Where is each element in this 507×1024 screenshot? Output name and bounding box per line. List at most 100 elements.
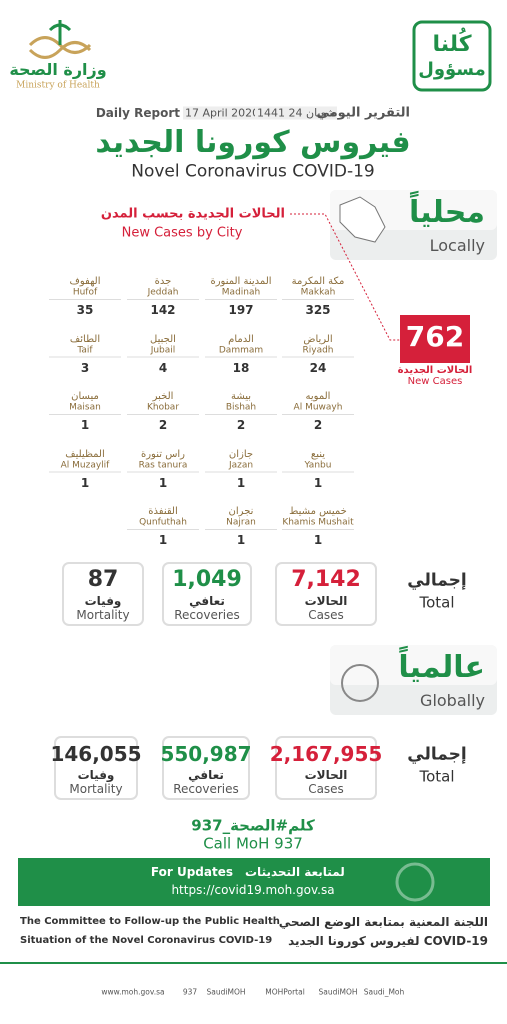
city-ar: جدة: [154, 276, 172, 287]
logo-palm: [48, 20, 72, 45]
stat-ar: تعافي: [189, 594, 225, 608]
city-en: Ras tanura: [138, 460, 188, 470]
city-divider: [282, 299, 354, 300]
city-en: Yanbu: [304, 460, 332, 470]
slogan-frame: [412, 20, 492, 92]
city-divider: [205, 356, 277, 358]
new-cases-box: [400, 315, 470, 363]
updates-url[interactable]: https://covid19.moh.gov.sa: [171, 883, 335, 897]
committee-ar: اللجنة المعنية بمتابعة الوضع الصحي: [278, 915, 488, 929]
city-en: Jeddah: [147, 287, 179, 298]
call-ar: كلم#الصحة_937: [191, 816, 315, 835]
local-heading-ar: محلياً: [409, 195, 485, 230]
city-divider: [282, 471, 354, 473]
city-cases: 2: [158, 418, 168, 432]
updates-ar: لمتابعة التحديثات: [245, 865, 345, 879]
city-ar: المدينة المنورة: [210, 276, 272, 287]
city-cases: 18: [232, 360, 250, 375]
updates-icon: [395, 862, 435, 902]
city-en: Maisan: [69, 402, 101, 413]
city-divider: [282, 356, 354, 358]
city-divider: [205, 471, 277, 473]
city-divider: [49, 471, 121, 473]
city-en: Jubail: [150, 345, 176, 355]
city-divider: [205, 414, 277, 415]
city-cases: 3: [80, 360, 90, 375]
map: [339, 196, 386, 243]
stat-value: 7,142: [291, 567, 361, 592]
stat-ar: تعافي: [188, 768, 224, 782]
city-ar: مكة المكرمة: [291, 276, 345, 287]
city-divider: [127, 356, 199, 358]
stat-value: 87: [87, 567, 119, 592]
city-divider: [49, 356, 121, 358]
footer-link[interactable]: SaudiMOH: [206, 987, 246, 997]
committee-en: Situation of the Novel Coronavirus COVID…: [20, 935, 273, 946]
updates-en: For Updates: [150, 865, 233, 879]
ministry-ar: وزارة الصحة: [9, 60, 107, 79]
footer-link[interactable]: www.moh.gov.sa: [101, 987, 165, 997]
city-ar: نجران: [228, 506, 254, 517]
slogan: كُلنا: [432, 32, 472, 57]
title-ar: فيروس كورونا الجديد: [95, 125, 411, 160]
stat-value: 146,055: [50, 742, 142, 766]
stat-box: [162, 736, 250, 800]
city-divider: [49, 299, 121, 300]
local-heading-en: Locally: [429, 236, 485, 255]
stat-ar: وفيات: [77, 768, 115, 782]
city-divider: [127, 471, 199, 473]
city-divider: [49, 414, 121, 415]
city-ar: الدمام: [228, 333, 254, 345]
footer-link[interactable]: SaudiMOH: [318, 987, 358, 997]
stat-box: [62, 562, 144, 626]
stat-box: [162, 562, 252, 626]
city-cases: 1: [158, 533, 168, 547]
city-cases: 1: [158, 475, 168, 490]
footer-link[interactable]: 937: [182, 987, 198, 997]
stat-en: Mortality: [69, 782, 123, 796]
city-en: Madinah: [221, 287, 261, 298]
city-divider: [282, 414, 354, 415]
new-cases: 762: [405, 320, 465, 353]
globe: [341, 664, 379, 702]
updates-bar: [18, 858, 490, 906]
city-cases: 1: [236, 475, 246, 490]
slogan: مسؤول: [418, 59, 486, 80]
report-label-ar: التقرير اليومي: [316, 105, 410, 121]
footer-link[interactable]: MOHPortal: [265, 987, 305, 997]
city-cases: 35: [76, 303, 94, 317]
stat-en: Recoveries: [173, 782, 239, 796]
city-cases: 1: [80, 418, 90, 432]
city-ar: الطائف: [69, 333, 101, 345]
city-ar: الهفوف: [69, 276, 101, 287]
city-ar: المظيليف: [65, 448, 105, 460]
city-en: Makkah: [300, 287, 336, 298]
footer-link[interactable]: Saudi_Moh: [363, 987, 405, 997]
city-divider: [282, 529, 354, 530]
stat-value: 1,049: [172, 567, 242, 592]
city-en: Al Muzaylif: [60, 460, 110, 470]
city-ar: جازان: [228, 448, 254, 460]
city-en: Khamis Mushait: [282, 517, 354, 528]
stat-en: Recoveries: [174, 608, 240, 622]
city-cases: 325: [305, 303, 331, 317]
city-heading-en: New Cases by City: [121, 225, 243, 241]
city-cases: 1: [236, 533, 246, 547]
stat-value: 550,987: [160, 742, 252, 766]
new-cases-en: New Cases: [407, 376, 463, 387]
city-en: Dammam: [218, 345, 264, 355]
city-cases: 197: [228, 303, 254, 317]
city-ar: القنفذة: [148, 506, 178, 517]
stat-ar: الحالات: [304, 768, 348, 782]
stat-box: [54, 736, 138, 800]
city-ar: ميسان: [71, 391, 99, 402]
total-ar: إجمالي: [407, 570, 467, 591]
stat-en: Cases: [308, 608, 344, 622]
call-en: Call MoH 937: [203, 834, 303, 853]
city-cases: 24: [309, 360, 327, 375]
stat-ar: الحالات: [304, 594, 348, 608]
city-divider: [127, 299, 199, 300]
city-en: Hufof: [72, 287, 98, 298]
city-ar: خميس مشيط: [289, 506, 347, 517]
